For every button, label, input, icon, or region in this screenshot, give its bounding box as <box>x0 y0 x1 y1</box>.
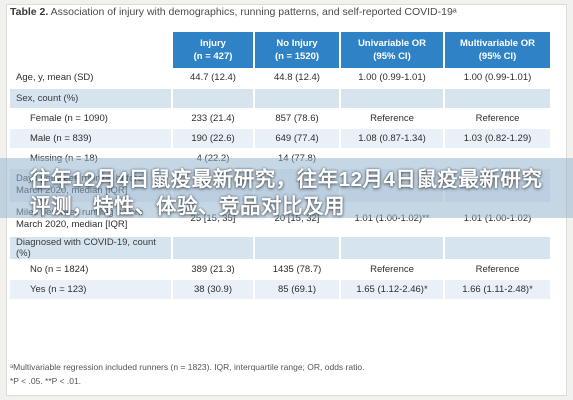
table-cell: 1.08 (0.87-1.34) <box>339 128 444 149</box>
row-label: Diagnosed with COVID-19, count (%) <box>10 236 172 260</box>
table-row: Male (n = 839) 190 (22.6) 649 (77.4) 1.08 (… <box>10 128 550 149</box>
table-section-row: Sex, count (%) <box>10 88 550 109</box>
table-cell: 38 (30.9) <box>171 279 254 300</box>
table-section-row: Diagnosed with COVID-19, count (%) <box>10 236 550 260</box>
table-caption-label: Table 2. <box>10 6 49 18</box>
column-header: No Injury (n = 1520) <box>253 32 340 68</box>
row-label: Yes (n = 123) <box>10 279 172 300</box>
table-cell: 1.03 (0.82-1.29) <box>443 128 550 149</box>
row-label: Female (n = 1090) <box>10 108 172 129</box>
table-cell: Reference <box>339 108 444 129</box>
table-caption-text: Association of injury with demographics,… <box>50 6 457 18</box>
table-cell: Reference <box>443 108 550 129</box>
table-row: Missing (n = 18) 4 (22.2) 14 (77.8) <box>10 148 550 169</box>
table-cell <box>339 88 444 109</box>
table-cell: 4 (22.2) <box>171 148 254 169</box>
table-cell: 14 (77.8) <box>253 148 340 169</box>
column-header: Multivariable OR (95% CI) <box>443 32 550 68</box>
table-cell: 1.00 (0.99-1.01) <box>443 68 550 89</box>
banner-title: 往年12月4日鼠疫最新研究，往年12月4日鼠疫最新研究评测，特性、体验、竞品对比… <box>30 168 543 218</box>
table-row: No (n = 1824) 389 (21.3) 1435 (78.7) Refere… <box>10 259 550 280</box>
row-label: Age, y, mean (SD) <box>10 68 172 89</box>
table-cell: 649 (77.4) <box>253 128 340 149</box>
table-cell <box>443 148 550 169</box>
table-cell: Reference <box>339 259 444 280</box>
table-cell: 1.00 (0.99-1.01) <box>339 68 444 89</box>
table-cell: 85 (69.1) <box>253 279 340 300</box>
table-caption: Table 2. Association of injury with demo… <box>10 6 555 18</box>
column-header: Univariable OR (95% CI) <box>339 32 444 68</box>
table-cell <box>253 88 340 109</box>
table-cell: 1.66 (1.11-2.48)* <box>443 279 550 300</box>
row-label: Missing (n = 18) <box>10 148 172 169</box>
table-cell: 190 (22.6) <box>171 128 254 149</box>
table-header-row: Injury (n = 427) No Injury (n = 1520) Univar… <box>10 32 550 68</box>
table-row: Yes (n = 123) 38 (30.9) 85 (69.1) 1.65 (1.1… <box>10 279 550 300</box>
table-cell: 1435 (78.7) <box>253 259 340 280</box>
table-cell <box>253 236 340 260</box>
table-cell: 44.7 (12.4) <box>171 68 254 89</box>
table-cell: 44.8 (12.4) <box>253 68 340 89</box>
table-cell <box>339 148 444 169</box>
column-header: Injury (n = 427) <box>171 32 254 68</box>
column-header-blank <box>10 32 172 68</box>
footnote: *P < .05. **P < .01. <box>10 376 82 386</box>
table-cell <box>443 236 550 260</box>
table-cell <box>171 88 254 109</box>
table-cell: 389 (21.3) <box>171 259 254 280</box>
table-cell <box>443 88 550 109</box>
table-cell: Reference <box>443 259 550 280</box>
table-cell <box>171 236 254 260</box>
table-row: Female (n = 1090) 233 (21.4) 857 (78.6) Ref… <box>10 108 550 129</box>
table-cell: 857 (78.6) <box>253 108 340 129</box>
row-label: Sex, count (%) <box>10 88 172 109</box>
row-label: Male (n = 839) <box>10 128 172 149</box>
row-label: No (n = 1824) <box>10 259 172 280</box>
table-cell <box>339 236 444 260</box>
footnote: ᵃMultivariable regression included runne… <box>10 362 365 372</box>
table-cell: 1.65 (1.12-2.46)* <box>339 279 444 300</box>
table-cell: 233 (21.4) <box>171 108 254 129</box>
table-row: Age, y, mean (SD) 44.7 (12.4) 44.8 (12.4) 1… <box>10 68 550 89</box>
